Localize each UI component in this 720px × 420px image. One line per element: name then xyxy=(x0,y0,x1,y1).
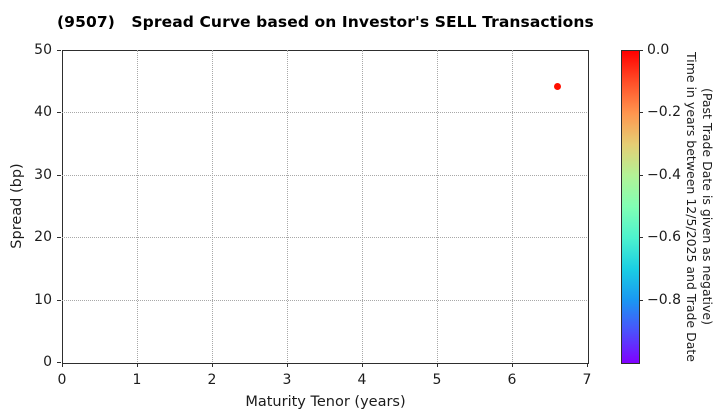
colorbar-tick-mark xyxy=(639,237,643,239)
x-tick-label: 0 xyxy=(57,372,67,388)
y-tick-mark xyxy=(57,50,61,51)
colorbar-tick-mark xyxy=(639,299,643,301)
x-gridline xyxy=(437,50,438,362)
y-tick-mark xyxy=(57,237,61,239)
y-gridline xyxy=(62,237,587,239)
y-gridline xyxy=(62,112,587,114)
colorbar-tick-label: −0.2 xyxy=(647,104,681,121)
y-gridline xyxy=(62,174,587,176)
y-tick-label: 40 xyxy=(34,104,52,121)
x-tick-mark xyxy=(362,363,363,367)
colorbar-label-line-1: Time in years between 12/5/2025 and Trad… xyxy=(684,51,699,362)
x-tick-label: 5 xyxy=(432,372,442,388)
x-tick-mark xyxy=(137,363,138,367)
y-tick-label: 20 xyxy=(34,229,52,246)
chart-title: (9507) Spread Curve based on Investor's … xyxy=(57,13,594,31)
x-tick-label: 4 xyxy=(357,372,367,388)
y-tick-mark xyxy=(57,112,61,114)
x-gridline xyxy=(512,50,513,362)
x-axis-label: Maturity Tenor (years) xyxy=(245,394,406,410)
y-tick-label: 10 xyxy=(34,291,52,308)
colorbar-tick-label: −0.8 xyxy=(647,291,681,308)
colorbar-tick-label: −0.4 xyxy=(647,166,681,183)
y-tick-mark xyxy=(57,299,61,301)
x-tick-label: 2 xyxy=(207,372,217,388)
colorbar-tick-mark xyxy=(639,112,643,114)
x-tick-mark xyxy=(512,363,513,367)
y-gridline xyxy=(62,299,587,301)
x-gridline xyxy=(212,50,213,362)
x-tick-label: 7 xyxy=(582,372,592,388)
y-tick-label: 50 xyxy=(34,42,52,58)
colorbar-tick-label: −0.6 xyxy=(647,229,681,246)
x-tick-mark xyxy=(287,363,288,367)
plot-area xyxy=(62,50,589,364)
x-tick-mark xyxy=(62,363,63,367)
y-tick-label: 30 xyxy=(34,166,52,183)
colorbar-tick-mark xyxy=(639,174,643,176)
colorbar-tick-label: 0.0 xyxy=(647,42,670,58)
x-gridline xyxy=(287,50,288,362)
x-tick-mark xyxy=(437,363,438,367)
x-gridline xyxy=(137,50,138,362)
y-tick-label: 0 xyxy=(43,354,52,370)
x-tick-mark xyxy=(212,363,213,367)
colorbar xyxy=(621,50,640,364)
x-gridline xyxy=(362,50,363,362)
data-point xyxy=(553,83,561,91)
y-tick-mark xyxy=(57,174,61,176)
colorbar-label: Time in years between 12/5/2025 and Trad… xyxy=(683,50,715,363)
x-tick-label: 6 xyxy=(507,372,517,388)
y-tick-mark xyxy=(57,362,61,363)
colorbar-label-line-2: (Past Trade Date is given as negative) xyxy=(700,88,715,325)
x-tick-label: 1 xyxy=(132,372,142,388)
x-tick-label: 3 xyxy=(282,372,292,388)
colorbar-tick-mark xyxy=(639,50,643,51)
x-tick-mark xyxy=(587,363,588,367)
